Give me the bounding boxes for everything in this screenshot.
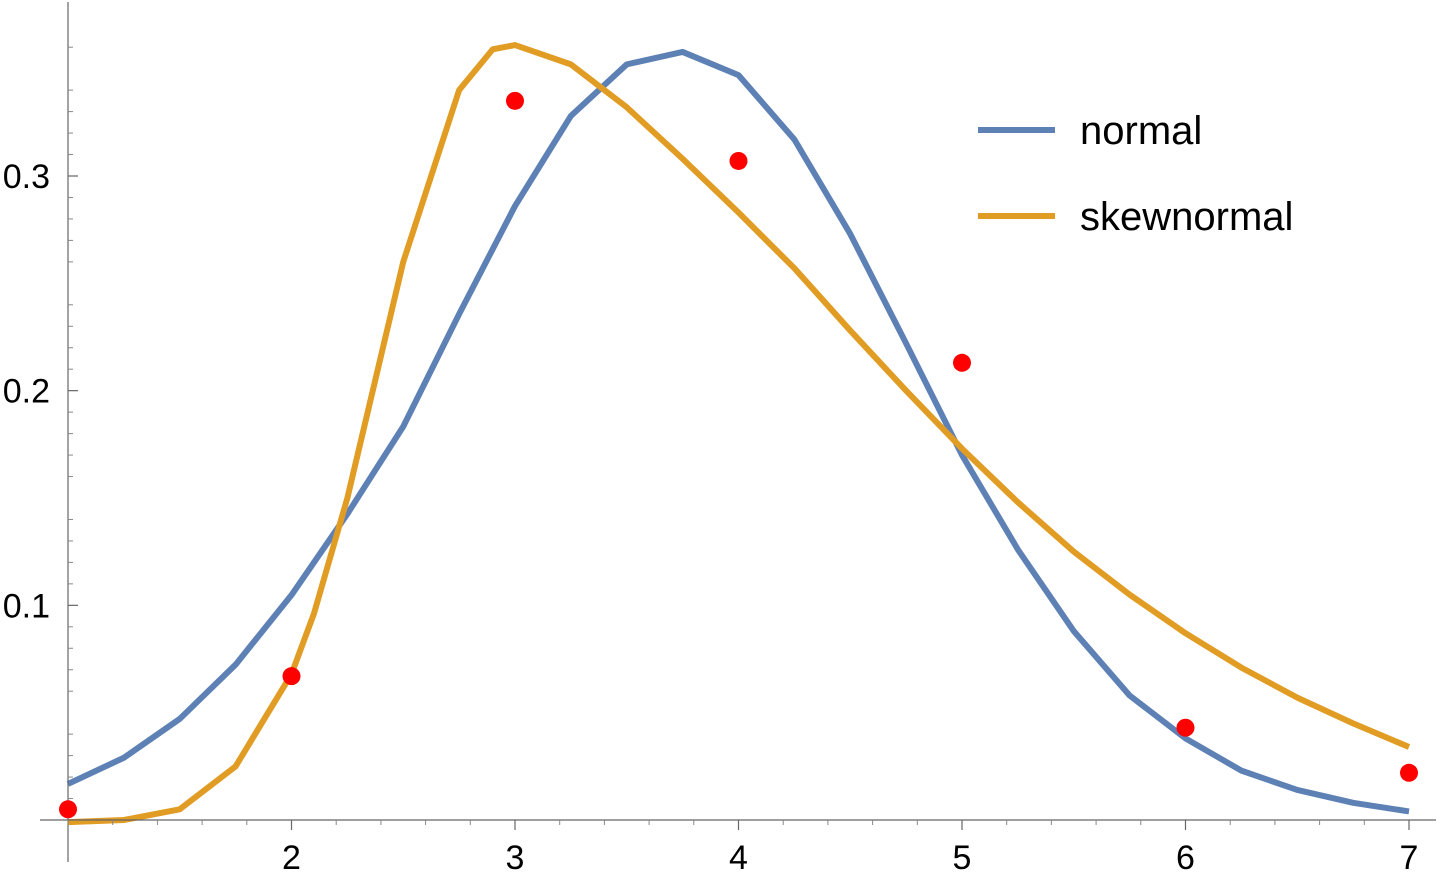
data-point — [953, 353, 971, 372]
data-point — [729, 151, 748, 170]
data-point — [1400, 763, 1418, 782]
plot-points — [59, 91, 1418, 819]
x-tick-label: 5 — [953, 839, 972, 877]
y-tick-label: 0.2 — [3, 373, 50, 411]
plot-lines — [66, 42, 1411, 826]
x-tick-label: 7 — [1400, 839, 1419, 877]
y-tick-label: 0.3 — [3, 158, 50, 196]
data-point — [506, 91, 524, 110]
data-point — [1176, 718, 1195, 737]
x-tick-label: 6 — [1176, 839, 1195, 877]
x-tick-label: 2 — [282, 839, 301, 877]
x-tick-label: 3 — [506, 839, 525, 877]
legend-label-skewnormal: skewnormal — [1080, 195, 1293, 239]
data-point — [59, 800, 77, 819]
x-ticks: 2 3 4 5 6 7 — [67, 820, 1419, 877]
series-line-normal — [66, 48, 1410, 815]
y-tick-label: 0.1 — [3, 587, 50, 625]
data-point — [282, 667, 301, 686]
x-tick-label: 4 — [729, 839, 748, 877]
series-line-skewnormal — [67, 42, 1411, 826]
legend: normal skewnormal — [978, 109, 1293, 239]
axes: 2 3 4 5 6 7 0.1 0.2 0.3 — [3, 2, 1436, 877]
y-ticks: 0.1 0.2 0.3 — [3, 46, 78, 800]
legend-label-normal: normal — [1080, 109, 1202, 153]
